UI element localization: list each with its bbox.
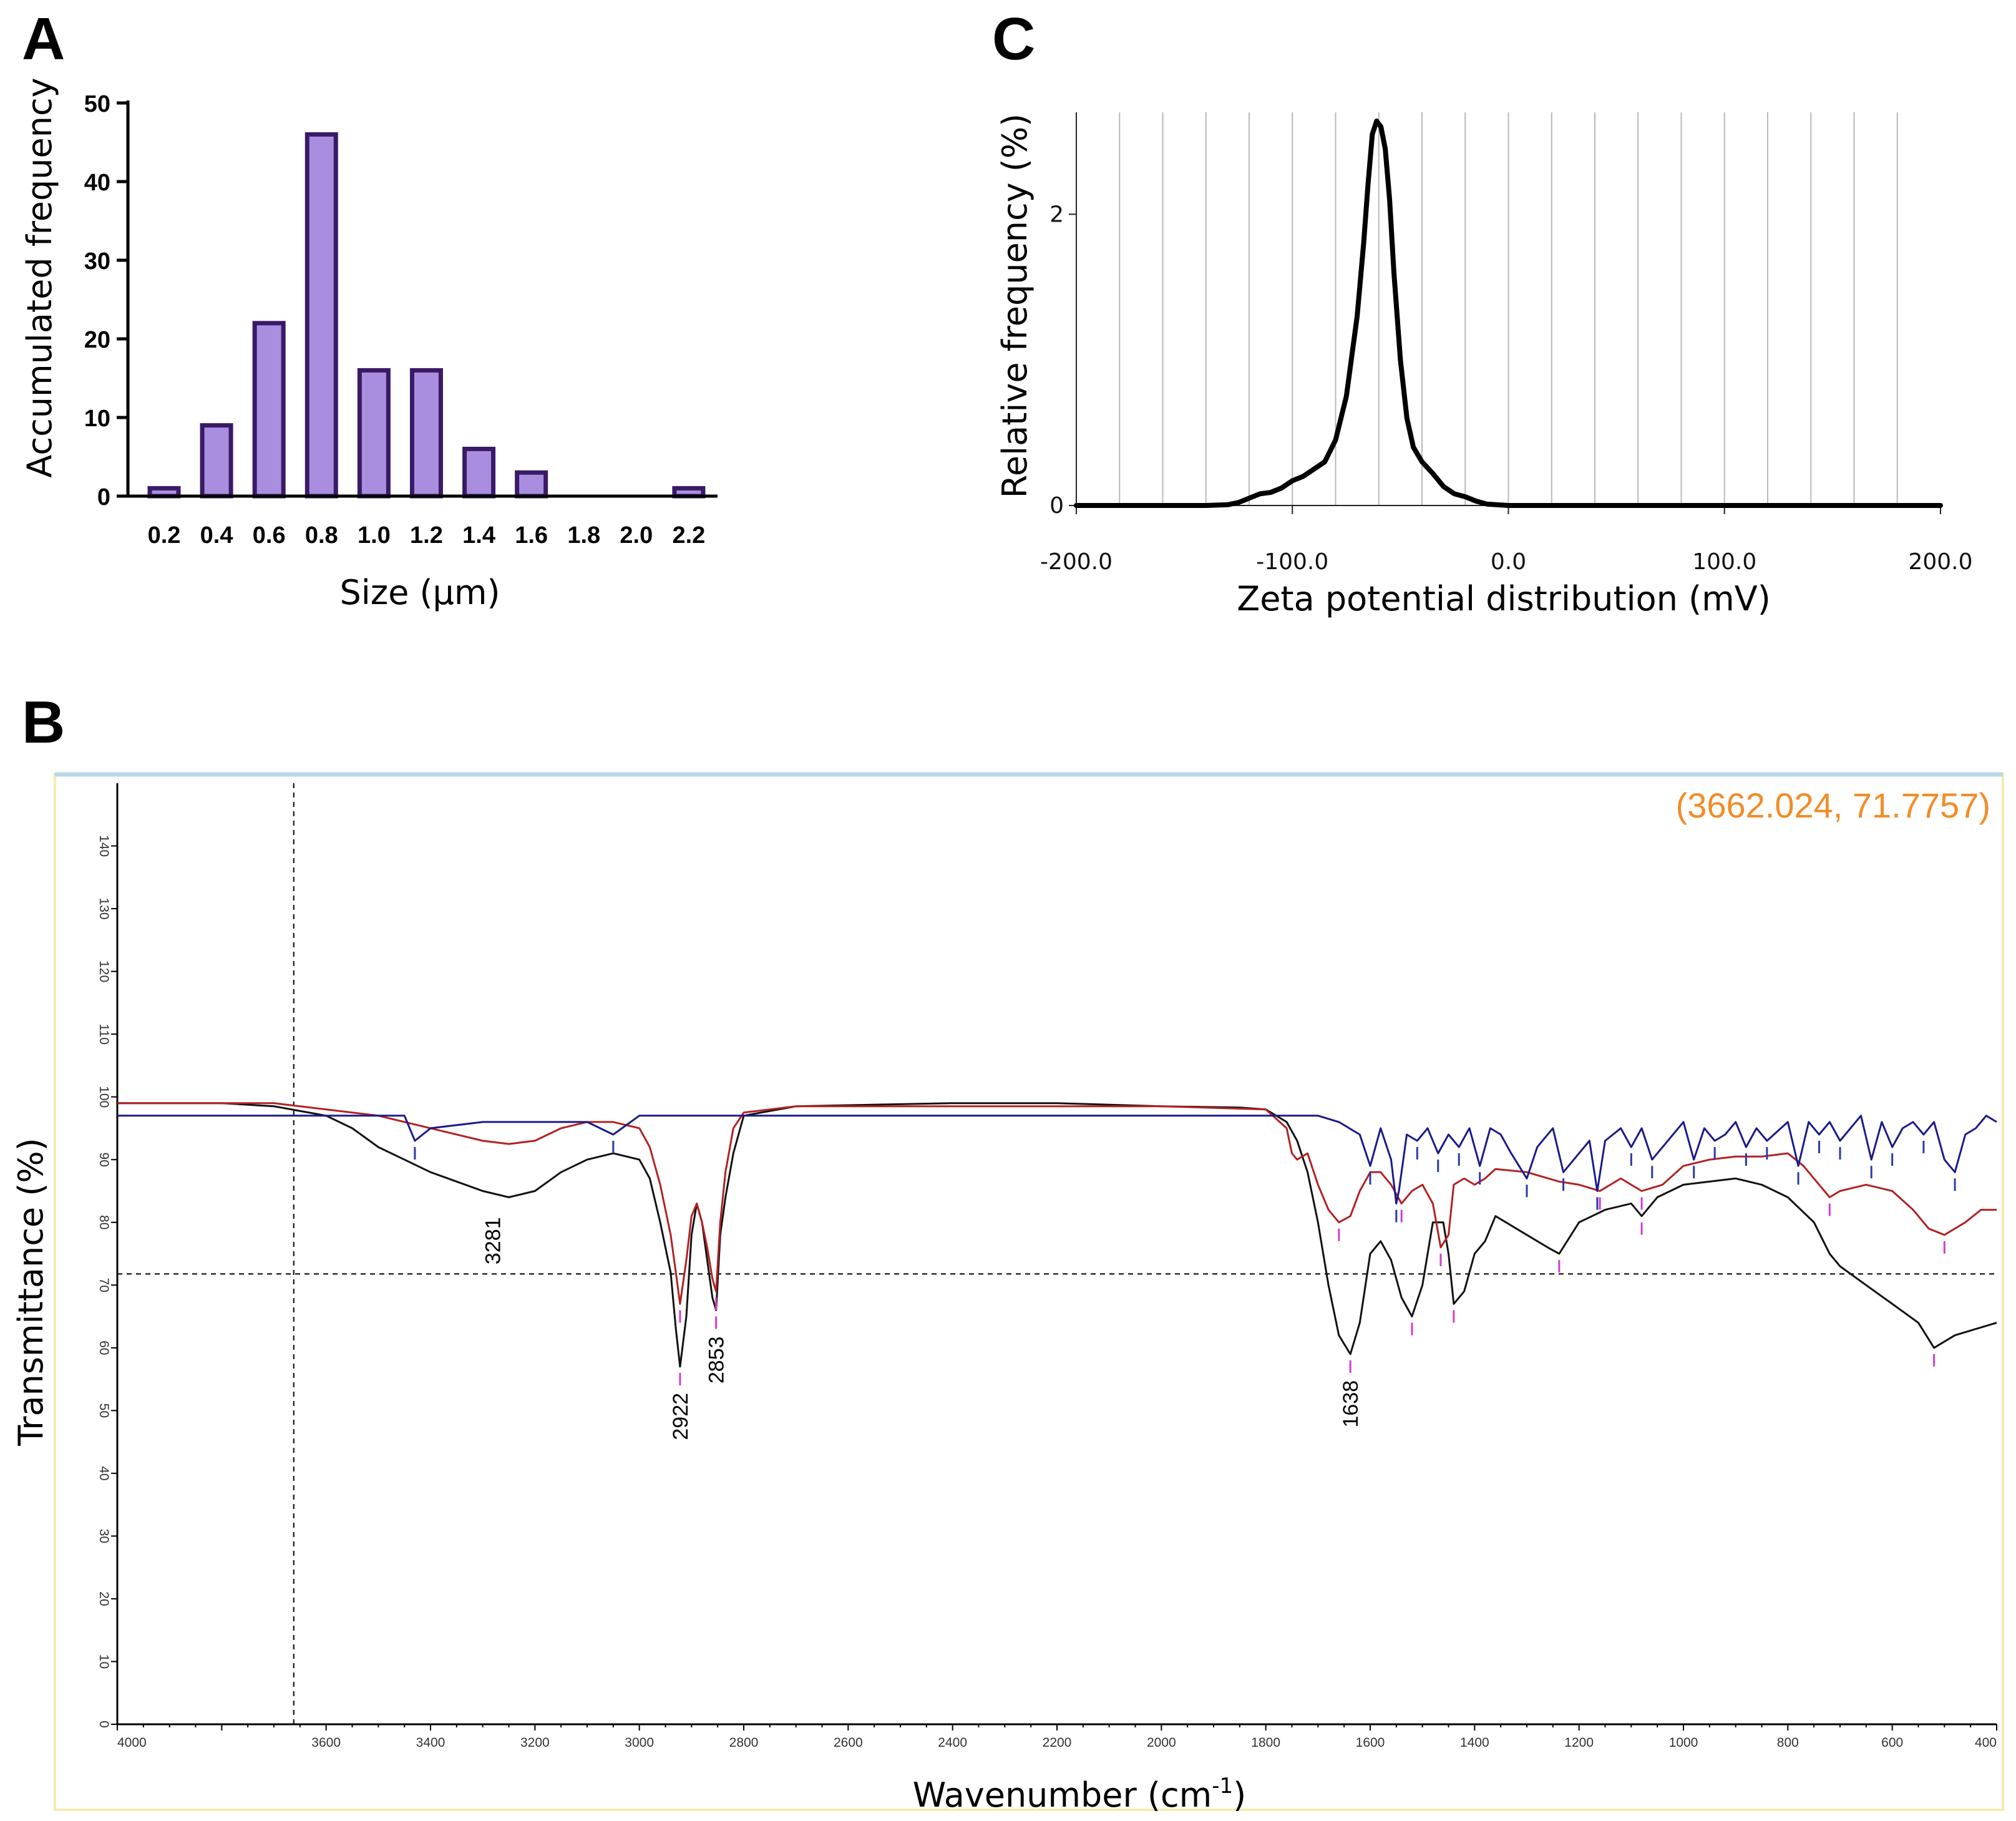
ftir-spectrum: 0 10 20 30 40 50 60 70 80 90 100 110 120 130 140 4000 3…	[11, 772, 2004, 1815]
x-tick-label: 0.6	[253, 522, 286, 549]
histogram-y-title: Accumulated frequency	[20, 77, 59, 477]
zeta-ticks: -200.0 -100.0 0.0 100.0 200.0 0 2	[1040, 202, 1973, 575]
zeta-distribution-line	[1074, 119, 1943, 508]
y-tick-label: 10	[84, 406, 110, 432]
y-tick-label: 100	[97, 1086, 111, 1108]
panel-label-a: A	[22, 6, 65, 72]
x-tick-label: 0.8	[305, 522, 338, 549]
x-tick-label: 1.2	[410, 522, 443, 549]
histogram-y-ticks: 0 10 20 30 40 50	[84, 91, 128, 510]
cursor-coordinate-readout: (3662.024, 71.7757)	[1676, 786, 1990, 825]
y-tick-label: 60	[97, 1340, 111, 1355]
y-tick-label: 30	[97, 1529, 111, 1543]
ftir-x-ticks: 4000 3600 3400 3200 3000 2800 2600 2400 2200 2000…	[117, 1724, 1997, 1750]
ftir-frame	[54, 773, 2004, 1811]
x-tick-label: 2.2	[672, 522, 705, 549]
y-tick-label: 2	[1049, 202, 1064, 227]
x-tick-label: 1400	[1460, 1736, 1489, 1750]
y-tick-label: 50	[84, 91, 110, 117]
ftir-peak-markers	[414, 1140, 1956, 1385]
x-tick-label: 2200	[1043, 1736, 1072, 1750]
x-tick-label: 2800	[729, 1736, 759, 1750]
x-tick-label: 1.6	[515, 522, 548, 549]
y-tick-label: 30	[84, 248, 110, 275]
x-tick-label: 1.4	[462, 522, 495, 549]
x-tick-label: 3000	[625, 1736, 654, 1750]
x-tick-label: 800	[1777, 1736, 1799, 1750]
ftir-y-ticks: 0 10 20 30 40 50 60 70 80 90 100 110 120 130 140	[97, 835, 117, 1728]
y-tick-label: 10	[97, 1654, 111, 1669]
ftir-peak-labels: 3281 2922 2853 1638	[482, 1217, 1363, 1440]
x-tick-label: 2.0	[620, 522, 653, 549]
peak-label-2922: 2922	[669, 1393, 693, 1440]
x-tick-label: 0.0	[1491, 549, 1526, 575]
y-tick-label: 20	[84, 327, 110, 353]
panel-label-b: B	[22, 689, 65, 756]
peak-label-1638: 1638	[1339, 1380, 1363, 1428]
x-tick-label: 4000	[117, 1736, 147, 1750]
x-tick-label: 1600	[1356, 1736, 1385, 1750]
bar-1.2	[409, 368, 443, 499]
zeta-potential-chart: -200.0 -100.0 0.0 100.0 200.0 0 2 Zeta potenti…	[995, 112, 1973, 618]
x-tick-label: 0.2	[148, 522, 181, 549]
x-tick-label: 3600	[311, 1736, 341, 1750]
zeta-grid	[1119, 112, 1898, 505]
x-tick-label: 3400	[416, 1736, 446, 1750]
ftir-y-title: Transmittance (%)	[11, 1138, 51, 1447]
y-tick-label: 40	[97, 1466, 111, 1480]
x-tick-label: 1000	[1669, 1736, 1698, 1750]
y-tick-label: 130	[97, 898, 111, 920]
peak-label-2853: 2853	[705, 1336, 729, 1384]
histogram-axes	[126, 100, 718, 498]
series-blue	[117, 1115, 1997, 1205]
y-tick-label: 110	[97, 1023, 111, 1044]
x-tick-label: 2000	[1147, 1736, 1176, 1750]
series-black	[117, 1102, 1997, 1368]
panel-label-c: C	[992, 6, 1035, 72]
bar-1.6	[515, 470, 548, 499]
zeta-x-title: Zeta potential distribution (mV)	[1237, 579, 1771, 618]
x-tick-label: 2400	[938, 1736, 967, 1750]
bar-0.4	[200, 423, 233, 499]
x-tick-label: 1200	[1564, 1736, 1594, 1750]
x-tick-label: 600	[1881, 1736, 1903, 1750]
series-red	[117, 1102, 1997, 1305]
y-tick-label: 90	[97, 1153, 111, 1167]
zeta-y-title: Relative frequency (%)	[995, 114, 1035, 498]
y-tick-label: 140	[97, 835, 111, 857]
y-tick-label: 70	[97, 1278, 111, 1292]
y-tick-label: 120	[97, 960, 111, 982]
x-tick-label: 100.0	[1692, 549, 1756, 575]
y-tick-label: 80	[97, 1215, 111, 1229]
ftir-x-title: Wavenumber (cm-1)	[913, 1774, 1246, 1815]
histogram-x-ticks: 0.2 0.4 0.6 0.8 1.0 1.2 1.4 1.6 1.8 2.0 2.2	[148, 522, 706, 549]
size-histogram: 0 10 20 30 40 50 0.2 0.4 0.6 0.8 1.0 1.2 1.4 1.6 1.8 2…	[20, 77, 718, 612]
x-tick-label: -100.0	[1256, 549, 1328, 575]
x-tick-label: 0.4	[200, 522, 233, 549]
peak-label-3281: 3281	[482, 1217, 505, 1264]
bar-1.4	[462, 446, 496, 499]
x-tick-label: 1.0	[358, 522, 391, 549]
x-tick-label: -200.0	[1040, 549, 1113, 575]
y-tick-label: 20	[97, 1591, 111, 1606]
ftir-cursor-crosshair[interactable]	[117, 783, 1997, 1724]
x-tick-label: 400	[1975, 1736, 1997, 1750]
x-tick-label: 1.8	[567, 522, 600, 549]
x-tick-label: 3200	[520, 1736, 550, 1750]
y-tick-label: 40	[84, 170, 110, 196]
x-tick-label: 2600	[834, 1736, 863, 1750]
x-tick-label: 1800	[1251, 1736, 1280, 1750]
ftir-series	[117, 1102, 1997, 1368]
y-tick-label: 50	[97, 1404, 111, 1418]
histogram-bars	[147, 132, 706, 499]
bar-0.6	[252, 321, 286, 499]
bar-1.0	[357, 368, 391, 499]
y-tick-label: 0	[1049, 493, 1064, 519]
x-tick-label: 200.0	[1908, 549, 1972, 575]
histogram-x-title: Size (µm)	[339, 573, 500, 612]
y-tick-label: 0	[97, 484, 110, 510]
y-tick-label: 0	[97, 1721, 111, 1728]
bar-0.8	[304, 132, 338, 499]
